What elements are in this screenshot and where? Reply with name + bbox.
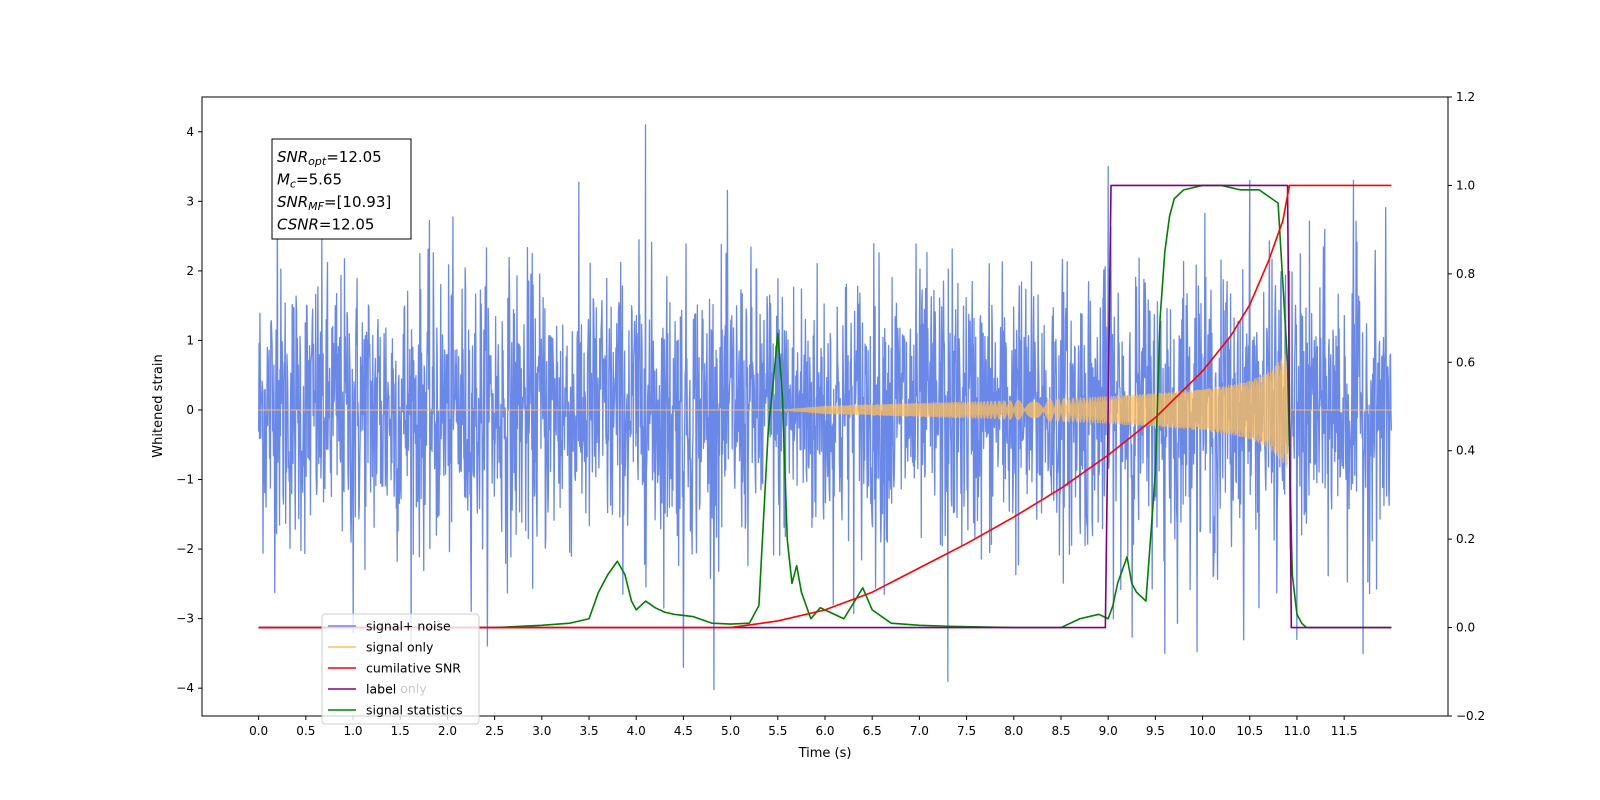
- y-right-tick-label: 0.4: [1456, 444, 1475, 458]
- annotation-subscript: opt: [308, 155, 327, 168]
- y-right-tick-label: 1.0: [1456, 178, 1475, 192]
- y-right-tick-label: −0.2: [1456, 709, 1485, 723]
- x-tick-label: 4.5: [674, 724, 693, 738]
- x-tick-label: 1.0: [343, 724, 362, 738]
- x-tick-label: 2.0: [438, 724, 457, 738]
- annotation-line: SNRMF=[10.93]: [277, 193, 391, 213]
- x-tick-label: 6.5: [863, 724, 882, 738]
- y-tick-label: 3: [186, 194, 194, 208]
- x-tick-label: 9.5: [1146, 724, 1165, 738]
- legend-frame: [321, 613, 480, 725]
- annotation-subscript: MF: [308, 200, 324, 213]
- y-axis-ticks: −4 −3 −2 −1 0 1 2 3 4: [176, 125, 202, 695]
- x-tick-label: 6.0: [815, 724, 834, 738]
- x-tick-label: 9.0: [1099, 724, 1118, 738]
- x-tick-label: 0.5: [296, 724, 315, 738]
- annotation-value: =5.65: [296, 171, 342, 189]
- x-tick-label: 5.0: [721, 724, 740, 738]
- x-tick-label: 2.5: [485, 724, 504, 738]
- annotation-value: =[10.93]: [324, 193, 391, 211]
- y-right-tick-label: 0.6: [1456, 355, 1475, 369]
- x-tick-label: 3.5: [579, 724, 598, 738]
- series-layer: [257, 124, 1393, 691]
- legend-label: label: [366, 682, 396, 697]
- legend-hidden-label: label only: [366, 681, 427, 696]
- x-tick-label: 1.5: [391, 724, 410, 738]
- x-tick-label: 0.0: [249, 724, 268, 738]
- x-axis-label: Time (s): [798, 746, 852, 761]
- series-cumulative-snr-line: [258, 184, 1392, 629]
- x-tick-label: 8.5: [1051, 724, 1070, 738]
- y-right-axis-ticks: −0.2 0.0 0.2 0.4 0.6 0.8 1.0 1.2: [1448, 90, 1485, 723]
- x-tick-label: 7.0: [910, 724, 929, 738]
- annotation-symbol: SNR: [277, 148, 308, 166]
- y-tick-label: −1: [176, 473, 194, 487]
- x-tick-label: 4.0: [627, 724, 646, 738]
- series-signal-only-line: [258, 354, 1392, 469]
- legend-label: signal only: [366, 640, 434, 655]
- legend: signal+ noise signal only cumilative SNR la…: [321, 613, 480, 725]
- annotation-frame: [271, 138, 412, 240]
- legend-label: signal statistics: [366, 703, 463, 718]
- series-label-line: [258, 184, 1392, 629]
- x-tick-label: 3.0: [532, 724, 551, 738]
- x-tick-label: 7.5: [957, 724, 976, 738]
- annotation-line: CSNR=12.05: [277, 216, 374, 234]
- x-tick-label: 8.0: [1004, 724, 1023, 738]
- y-right-tick-label: 0.2: [1456, 532, 1475, 546]
- y-tick-label: 1: [186, 333, 194, 347]
- annotation-line: SNRopt=12.05: [277, 148, 382, 168]
- annotation-subscript: c: [290, 178, 296, 191]
- annotation-symbol: M: [277, 171, 290, 189]
- x-tick-label: 11.5: [1331, 724, 1358, 738]
- x-tick-label: 11.0: [1284, 724, 1311, 738]
- series-signal-statistics-line: [258, 184, 1392, 629]
- x-tick-label: 5.5: [768, 724, 787, 738]
- y-right-tick-label: 0.0: [1456, 621, 1475, 635]
- annotation-line: Mc=5.65: [277, 171, 342, 191]
- legend-label: cumilative SNR: [366, 661, 461, 676]
- y-tick-label: 4: [186, 125, 194, 139]
- y-right-tick-label: 0.8: [1456, 267, 1475, 281]
- x-tick-label: 10.0: [1189, 724, 1216, 738]
- y-right-tick-label: 1.2: [1456, 90, 1475, 104]
- x-axis-ticks: 0.0 0.5 1.0 1.5 2.0 2.5 3.0 3.5 4.0 4.5 5.0 5.5 6.0 6…: [249, 716, 1358, 738]
- y-tick-label: −2: [176, 542, 194, 556]
- y-tick-label: −4: [176, 681, 194, 695]
- annotation-value: =12.05: [326, 148, 382, 166]
- annotation-symbol: CSNR: [277, 216, 319, 234]
- y-tick-label: 0: [186, 403, 194, 417]
- annotation-box: SNRopt=12.05Mc=5.65SNRMF=[10.93]CSNR=12.…: [271, 138, 412, 240]
- y-tick-label: −3: [176, 612, 194, 626]
- y-tick-label: 2: [186, 264, 194, 278]
- legend-label: signal+ noise: [366, 619, 451, 634]
- annotation-value: =12.05: [319, 216, 375, 234]
- x-tick-label: 10.5: [1236, 724, 1263, 738]
- y-axis-label: Whitened strain: [151, 354, 166, 457]
- annotation-symbol: SNR: [277, 193, 308, 211]
